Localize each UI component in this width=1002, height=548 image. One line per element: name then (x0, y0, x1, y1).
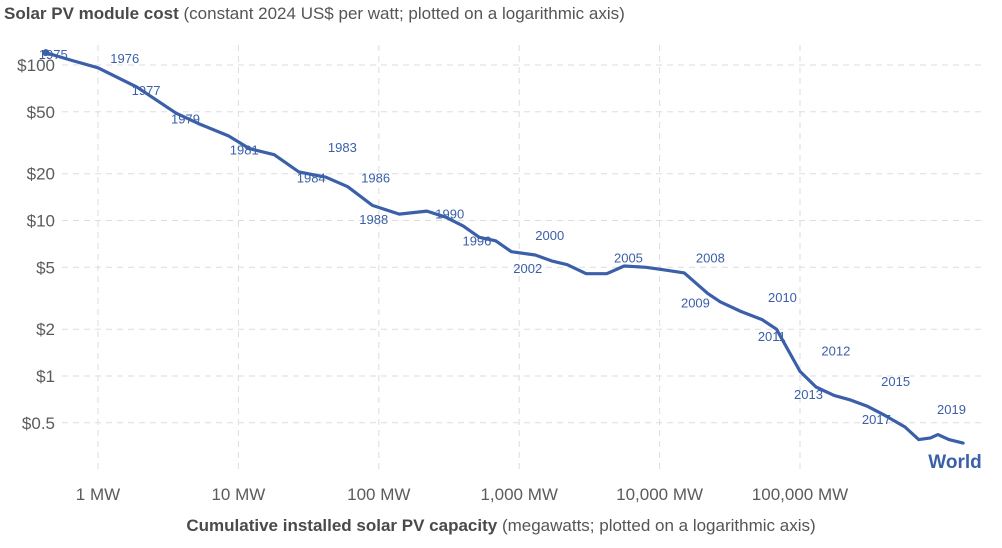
series-line-world (44, 51, 965, 445)
year-label: 2009 (681, 296, 710, 311)
y-tick-label: $100 (17, 56, 55, 75)
year-label: 2012 (821, 344, 850, 359)
year-label: 1983 (328, 140, 357, 155)
y-tick-label: $50 (27, 103, 55, 122)
year-label: 1975 (39, 47, 68, 62)
year-label: 2002 (513, 261, 542, 276)
series-label-world: World (928, 452, 981, 473)
year-label: 2011 (758, 329, 786, 344)
y-tick-label: $20 (27, 165, 55, 184)
series-start-point (42, 49, 50, 57)
x-axis-title: Cumulative installed solar PV capacity (… (0, 516, 1002, 536)
chart-title: Solar PV module cost (constant 2024 US$ … (4, 4, 625, 24)
year-label: 2013 (794, 387, 823, 402)
chart-title-subtitle: (constant 2024 US$ per watt; plotted on … (183, 4, 625, 23)
x-axis-title-unit: (megawatts; plotted on a logarithmic axi… (501, 516, 816, 535)
x-axis-title-bold: Cumulative installed solar PV capacity (186, 516, 498, 535)
year-label: 2010 (768, 290, 797, 305)
year-label: 1984 (297, 171, 326, 186)
y-tick-label: $5 (36, 258, 55, 277)
year-label: 1996 (462, 234, 491, 249)
year-label: 1981 (230, 143, 259, 158)
year-label: 2015 (881, 374, 910, 389)
year-label: 2017 (862, 412, 891, 427)
year-label: 1986 (361, 171, 390, 186)
year-label: 1976 (110, 51, 139, 66)
year-label: 2000 (535, 228, 564, 243)
x-tick-label: 1 MW (76, 485, 120, 504)
year-label: 1988 (359, 212, 388, 227)
year-label: 1979 (171, 112, 200, 127)
x-tick-label: 1,000 MW (480, 485, 557, 504)
year-label: 2005 (614, 251, 643, 266)
x-tick-label: 100,000 MW (752, 485, 848, 504)
y-tick-label: $1 (36, 367, 55, 386)
y-tick-label: $10 (27, 212, 55, 231)
y-tick-label: $2 (36, 320, 55, 339)
year-label: 1977 (132, 83, 161, 98)
x-tick-label: 10,000 MW (616, 485, 703, 504)
year-label: 1990 (435, 207, 464, 222)
year-label: 2008 (696, 251, 725, 266)
y-tick-label: $0.5 (22, 414, 55, 433)
chart-title-bold: Solar PV module cost (4, 4, 179, 23)
year-label: 2019 (937, 402, 966, 417)
x-tick-label: 10 MW (211, 485, 265, 504)
x-tick-label: 100 MW (347, 485, 410, 504)
